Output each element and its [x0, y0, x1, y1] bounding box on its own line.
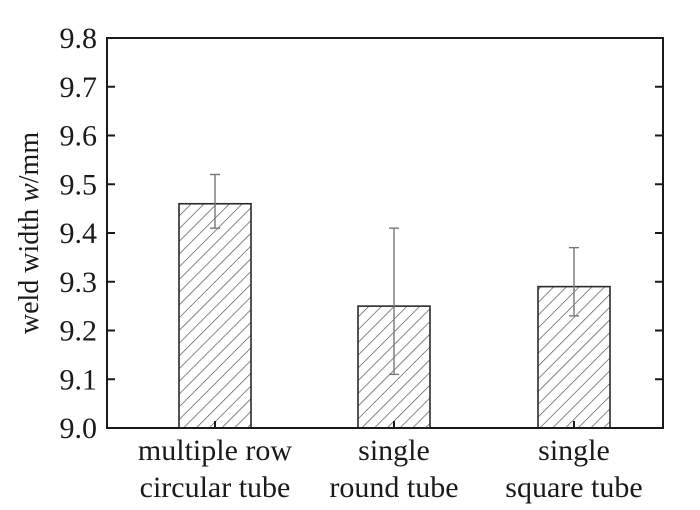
y-axis: 9.0 9.1 9.2 9.3 9.4 9.5 9.6 9.7 9.8: [60, 22, 663, 445]
bar: [178, 202, 252, 429]
error-bars-layer: [210, 173, 579, 376]
y-tick-label: 9.5: [60, 168, 98, 201]
y-tick-label: 9.7: [60, 71, 98, 104]
x-category-label: single: [358, 434, 430, 467]
y-tick-label: 9.6: [60, 120, 98, 153]
x-axis: multiple row circular tube single round tub…: [138, 421, 643, 504]
y-tick-label: 9.8: [60, 22, 98, 55]
x-category-label: circular tube: [140, 471, 291, 504]
x-category-label: single: [538, 434, 610, 467]
y-tick-label: 9.3: [60, 266, 98, 299]
y-axis-title: weld width w/mm: [14, 132, 45, 334]
x-category-label: round tube: [329, 471, 458, 504]
y-tick-label: 9.1: [60, 363, 98, 396]
x-category-label: square tube: [505, 471, 642, 504]
y-tick-label: 9.0: [60, 412, 98, 445]
x-category-label: multiple row: [138, 434, 292, 467]
y-tick-label: 9.2: [60, 315, 98, 348]
y-tick-label: 9.4: [60, 217, 98, 250]
